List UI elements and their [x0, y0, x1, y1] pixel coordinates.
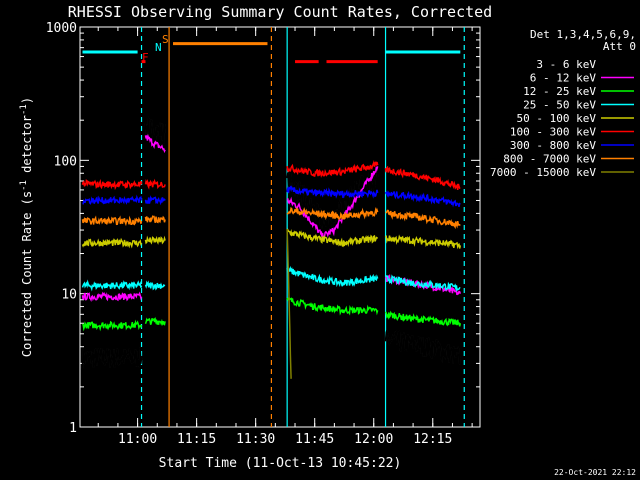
series-line — [144, 280, 166, 291]
series-line — [286, 228, 292, 379]
state-bars — [82, 42, 461, 64]
legend-label: 3 - 6 keV — [536, 58, 596, 71]
series-line — [286, 206, 379, 221]
series-line — [81, 178, 143, 191]
flag-f-label: F — [142, 51, 149, 64]
series-line — [384, 190, 461, 208]
y-tick-label: 1 — [69, 421, 77, 436]
y-label-part: detector — [20, 115, 34, 180]
series-line — [144, 316, 166, 326]
x-axis-label: Start Time (11-Oct-13 10:45:22) — [159, 456, 402, 471]
legend-label: 100 - 300 keV — [510, 126, 596, 139]
legend-label: 12 - 25 keV — [523, 85, 596, 98]
series-line — [81, 215, 143, 227]
series-line — [82, 194, 143, 205]
series-line — [144, 235, 166, 245]
series-line — [385, 209, 461, 230]
x-tick-label: 11:30 — [236, 432, 275, 447]
series-line — [81, 279, 143, 292]
y-tick-label: 1000 — [46, 21, 77, 36]
series-line — [144, 133, 166, 154]
x-tick-label: 12:15 — [413, 432, 452, 447]
legend-label: 25 - 50 keV — [523, 99, 596, 112]
x-tick-label: 11:15 — [177, 432, 216, 447]
series-line — [81, 347, 143, 369]
legend-header-line1: Det 1,3,4,5,6,9, — [530, 28, 636, 41]
plot-frame — [79, 26, 481, 428]
series-line — [144, 178, 166, 190]
series-line — [286, 168, 379, 229]
series-line — [384, 329, 462, 365]
series-line — [144, 215, 166, 224]
series-line — [286, 185, 379, 199]
series-line — [81, 319, 143, 332]
y-axis: 1 10 100 1000 — [46, 21, 480, 436]
series-line — [384, 234, 462, 250]
series-line — [286, 159, 379, 178]
series-line — [81, 291, 143, 302]
series-line — [384, 274, 461, 292]
x-axis: 11:00 11:15 11:30 11:45 12:00 12:15 — [97, 27, 473, 447]
series-line — [286, 265, 379, 288]
y-label-sup: -1 — [19, 104, 29, 115]
y-tick-label: 100 — [54, 154, 77, 169]
legend-label: 800 - 7000 keV — [503, 153, 596, 166]
y-axis-label: Corrected Count Rate (s-1 detector-1) — [19, 97, 34, 357]
y-label-sup: -1 — [19, 180, 29, 191]
legend-label: 50 - 100 keV — [517, 112, 597, 125]
flag-labels: F N S — [142, 33, 169, 64]
legend-header-line2: Att 0 — [603, 40, 636, 53]
flag-n-label: N — [155, 41, 162, 54]
series-line — [384, 310, 462, 327]
legend-label: 300 - 800 keV — [510, 139, 596, 152]
series-line — [286, 297, 379, 316]
x-tick-label: 11:45 — [295, 432, 334, 447]
flag-s-label: S — [162, 33, 169, 46]
series-line — [81, 237, 143, 249]
y-label-part: ) — [20, 97, 34, 104]
y-tick-label: 10 — [61, 288, 77, 303]
chart-title: RHESSI Observing Summary Count Rates, Co… — [68, 3, 492, 21]
series-line — [286, 228, 379, 248]
footer-date: 22-Oct-2021 22:12 — [554, 468, 636, 477]
legend-label: 6 - 12 keV — [530, 72, 597, 85]
x-tick-label: 11:00 — [118, 432, 157, 447]
legend-label: 7000 - 15000 keV — [490, 166, 596, 179]
y-label-part: Corrected Count Rate (s — [20, 191, 34, 357]
series-line — [384, 165, 461, 191]
series-line — [144, 195, 166, 206]
series-group — [81, 116, 462, 379]
x-tick-label: 12:00 — [354, 432, 393, 447]
